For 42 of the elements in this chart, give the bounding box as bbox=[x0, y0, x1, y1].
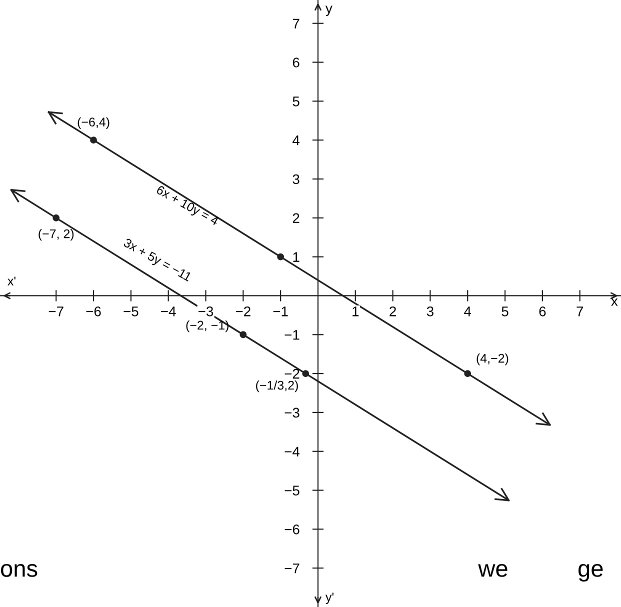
x-tick-label: 2 bbox=[390, 306, 396, 316]
y-tick-label: 4 bbox=[292, 136, 300, 146]
x-tick-label: −3 bbox=[198, 306, 214, 316]
y-tick-label: 7 bbox=[292, 18, 300, 28]
y-tick-label: 2 bbox=[292, 213, 300, 223]
annotation: x' bbox=[8, 276, 16, 286]
x-tick-label: 7 bbox=[576, 306, 584, 316]
annotation: (−1/3,2) bbox=[256, 380, 298, 392]
annotation: ons bbox=[0, 564, 38, 577]
annotation: (4,−2) bbox=[476, 354, 508, 366]
annotation: 6x + 10y = 4 bbox=[154, 185, 220, 228]
annotation: (−6,4) bbox=[78, 117, 110, 129]
x-tick-label: −5 bbox=[124, 306, 138, 316]
x-tick-label: −7 bbox=[48, 306, 64, 316]
y-tick-label: −2 bbox=[284, 368, 300, 379]
y-tick-label: −4 bbox=[284, 446, 300, 456]
annotation: (−7, 2) bbox=[38, 229, 74, 241]
y-tick-label: 5 bbox=[292, 96, 300, 106]
annotation: we bbox=[478, 564, 508, 577]
y-tick-label: −7 bbox=[284, 564, 300, 574]
x-tick-label: 4 bbox=[464, 306, 472, 316]
x-tick-label: −6 bbox=[86, 306, 101, 316]
y-axis-title: y bbox=[326, 6, 332, 16]
annotation: ge bbox=[578, 564, 603, 582]
y-tick-label: −6 bbox=[284, 524, 300, 534]
x-tick-label: 3 bbox=[426, 306, 434, 316]
x-tick-label: 5 bbox=[502, 306, 508, 316]
annotation: (−2, −1) bbox=[186, 320, 228, 332]
y-tick-label: 6 bbox=[292, 58, 300, 68]
x-tick-label: −2 bbox=[236, 306, 250, 316]
y-tick-label: −5 bbox=[284, 486, 300, 496]
x-tick-label: 1 bbox=[352, 306, 359, 316]
x-tick-label: −1 bbox=[273, 306, 288, 316]
x-tick-label: −4 bbox=[161, 306, 176, 316]
y-tick-label: −3 bbox=[284, 408, 300, 418]
x-tick-label: 6 bbox=[539, 306, 546, 316]
y-tick-label: 1 bbox=[293, 252, 300, 262]
y-tick-label: −1 bbox=[284, 330, 300, 340]
annotation: y' bbox=[325, 592, 334, 604]
annotation: 3x + 5y = −11 bbox=[122, 238, 192, 284]
x-axis-title: x bbox=[611, 298, 618, 306]
y-tick-label: 3 bbox=[292, 174, 300, 184]
